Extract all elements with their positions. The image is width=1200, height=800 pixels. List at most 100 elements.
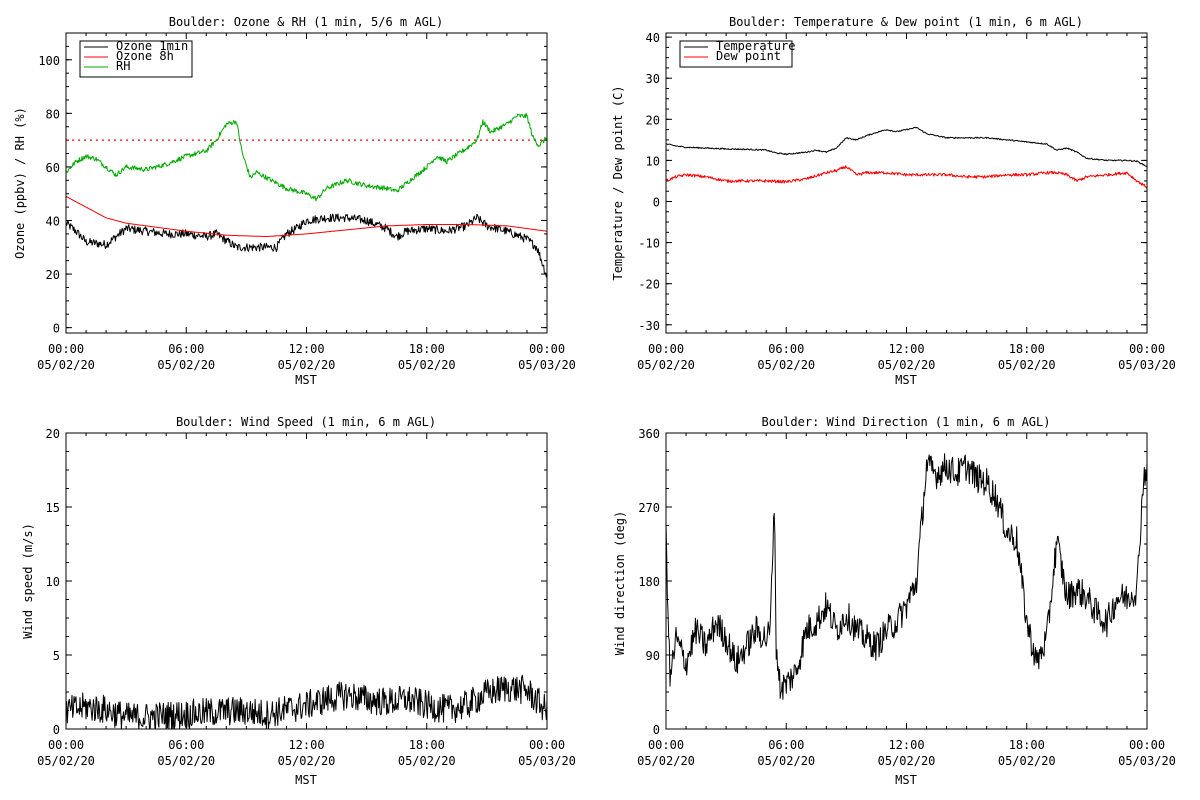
legend-entry: Temperature: [716, 39, 795, 53]
x-tick-label: 18:00: [1009, 342, 1045, 356]
x-tick-date: 05/03/20: [518, 754, 576, 768]
y-tick-label: 0: [653, 723, 660, 737]
x-axis-label: MST: [295, 773, 317, 787]
y-tick-label: -10: [638, 237, 660, 251]
series-line: [66, 113, 548, 202]
legend-entry: Dew point: [716, 49, 781, 63]
x-tick-label: 12:00: [288, 738, 324, 752]
y-tick-label: 20: [646, 113, 660, 127]
x-tick-label: 00:00: [529, 738, 565, 752]
y-tick-label: 100: [38, 54, 60, 68]
x-tick-date: 05/02/20: [878, 754, 936, 768]
series-line: [665, 453, 1148, 700]
x-tick-date: 05/02/20: [157, 754, 215, 768]
chart-temperature-dewpoint: Boulder: Temperature & Dew point (1 min,…: [611, 15, 1176, 387]
y-axis-label: Wind speed (m/s): [21, 523, 35, 639]
x-tick-label: 00:00: [1129, 342, 1165, 356]
chart-title: Boulder: Ozone & RH (1 min, 5/6 m AGL): [169, 15, 444, 29]
x-tick-date: 05/02/20: [757, 754, 815, 768]
x-axis-label: MST: [895, 373, 917, 387]
plot-frame: [65, 432, 548, 730]
plot-area: [65, 113, 548, 278]
y-tick-label: 360: [638, 427, 660, 441]
y-tick-label: 10: [646, 154, 660, 168]
x-tick-date: 05/02/20: [278, 754, 336, 768]
y-tick-label: 15: [46, 501, 60, 515]
x-tick-date: 05/02/20: [37, 358, 95, 372]
x-tick-date: 05/02/20: [998, 754, 1056, 768]
y-tick-label: 20: [46, 427, 60, 441]
x-tick-date: 05/02/20: [278, 358, 336, 372]
x-tick-label: 00:00: [1129, 738, 1165, 752]
legend-box: [679, 40, 793, 68]
y-tick-label: -20: [638, 278, 660, 292]
plot-area: [665, 453, 1148, 700]
x-tick-date: 05/02/20: [157, 358, 215, 372]
legend-entry: Ozone 1min: [116, 39, 188, 53]
y-tick-label: 40: [46, 215, 60, 229]
y-tick-label: 0: [53, 723, 60, 737]
chart-wind-direction: Boulder: Wind Direction (1 min, 6 m AGL)…: [613, 415, 1176, 787]
plot-frame: [65, 32, 548, 334]
axis-ticks: 0 20 40 60 80 100 00:00 05/02/20 06:00 05/02/20 12…: [37, 32, 576, 372]
chart-title: Boulder: Wind Direction (1 min, 6 m AGL): [762, 415, 1051, 429]
x-tick-label: 06:00: [168, 738, 204, 752]
y-tick-label: 5: [53, 649, 60, 663]
x-tick-label: 00:00: [648, 738, 684, 752]
x-tick-label: 06:00: [168, 342, 204, 356]
y-tick-label: 270: [638, 501, 660, 515]
y-tick-label: 10: [46, 575, 60, 589]
plot-area: [665, 126, 1148, 189]
plot-frame: [665, 32, 1148, 334]
series-line: [65, 213, 548, 278]
y-tick-label: 20: [46, 268, 60, 282]
x-tick-label: 18:00: [409, 342, 445, 356]
x-tick-date: 05/02/20: [398, 754, 456, 768]
y-axis-label: Wind direction (deg): [613, 511, 627, 656]
x-tick-label: 00:00: [529, 342, 565, 356]
x-tick-label: 06:00: [768, 738, 804, 752]
x-tick-date: 05/03/20: [1118, 358, 1176, 372]
series-line: [65, 674, 548, 730]
x-tick-date: 05/03/20: [518, 358, 576, 372]
x-tick-date: 05/02/20: [637, 754, 695, 768]
x-tick-label: 18:00: [409, 738, 445, 752]
legend-entry: RH: [116, 59, 130, 73]
x-tick-label: 00:00: [48, 342, 84, 356]
x-tick-date: 05/02/20: [757, 358, 815, 372]
legend-entry: Ozone 8h: [116, 49, 174, 63]
axis-ticks: 0 5 10 15 20 00:00 05/02/20 06:00 05/02/20 12:00 0…: [37, 427, 576, 768]
x-tick-date: 05/02/20: [398, 358, 456, 372]
x-tick-label: 12:00: [888, 738, 924, 752]
y-tick-label: 180: [638, 575, 660, 589]
plot-area: [65, 674, 548, 730]
x-tick-label: 18:00: [1009, 738, 1045, 752]
y-axis-label: Temperature / Dew point (C): [611, 85, 625, 280]
y-tick-label: 40: [646, 31, 660, 45]
y-tick-label: 30: [646, 72, 660, 86]
x-axis-label: MST: [895, 773, 917, 787]
y-axis-label: Ozone (ppbv) / RH (%): [13, 107, 27, 259]
x-tick-label: 06:00: [768, 342, 804, 356]
x-tick-label: 12:00: [288, 342, 324, 356]
x-tick-label: 12:00: [888, 342, 924, 356]
x-tick-date: 05/02/20: [637, 358, 695, 372]
x-tick-label: 00:00: [48, 738, 84, 752]
x-tick-date: 05/02/20: [37, 754, 95, 768]
chart-title: Boulder: Wind Speed (1 min, 6 m AGL): [176, 415, 436, 429]
series-line: [665, 165, 1148, 189]
y-tick-label: 0: [653, 195, 660, 209]
x-axis-label: MST: [295, 373, 317, 387]
y-tick-label: 80: [46, 107, 60, 121]
series-line: [65, 195, 548, 238]
x-tick-date: 05/02/20: [878, 358, 936, 372]
y-tick-label: -30: [638, 319, 660, 333]
x-tick-label: 00:00: [648, 342, 684, 356]
x-tick-date: 05/02/20: [998, 358, 1056, 372]
x-tick-date: 05/03/20: [1118, 754, 1176, 768]
plot-frame: [665, 432, 1148, 730]
series-line: [665, 126, 1148, 167]
